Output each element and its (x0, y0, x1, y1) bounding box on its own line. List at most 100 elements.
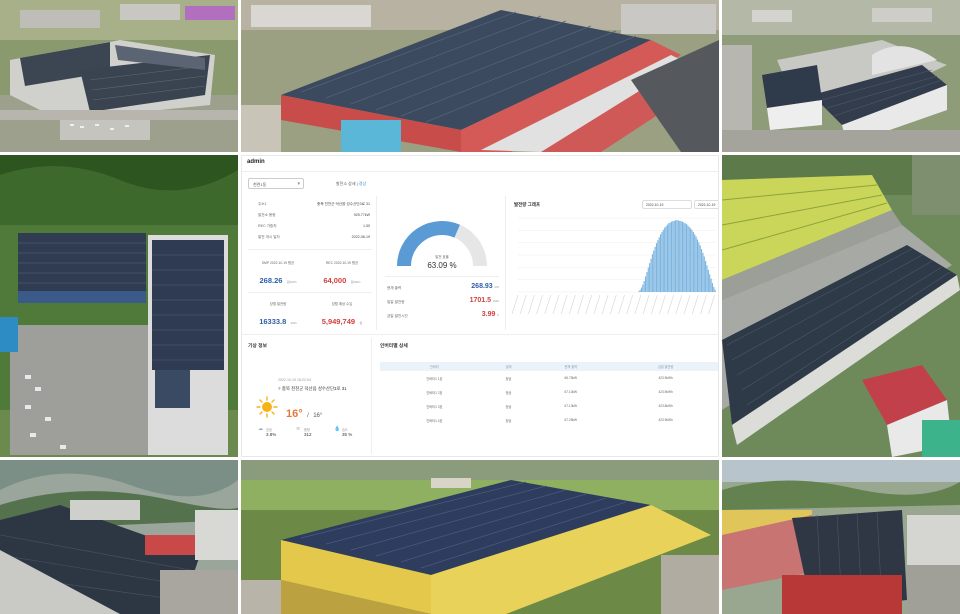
table-cell: 정상 (505, 418, 512, 423)
weather-stat-label: 흐림 (266, 428, 272, 432)
table-cell: 67.13kW (564, 404, 578, 408)
chart-tick (700, 294, 707, 315)
chart-bar (714, 289, 716, 292)
column-header: 금일 발전량 (613, 362, 718, 371)
monthly-revenue-label: 당월 예상 수입 (331, 302, 353, 306)
graph-date-to[interactable]: 2022-10-19 (694, 200, 718, 209)
weather-card: 기상 정보 2022.10.19 16:22:04 ⌾ 충북 천천군 덕산읍 성… (248, 338, 372, 454)
photo-large-factory-solar (722, 155, 960, 457)
chart-bar (698, 242, 700, 292)
chart-tick (536, 294, 543, 315)
chart-bar (655, 243, 658, 292)
filter-tabs[interactable]: 발전소 상세 | 경상 (336, 181, 366, 187)
chart-bar (699, 245, 701, 292)
chart-bar (649, 263, 651, 292)
chart-bar (640, 287, 643, 292)
weather-stat: 💧 습도 35 % (334, 426, 370, 446)
smp-unit: 원/kWh (286, 280, 297, 284)
chart-tick (683, 294, 691, 315)
table-row[interactable]: 인버터1 3호 정상 67.13kW 423.8kWh (380, 399, 718, 413)
smp-value: 268.26 (259, 276, 283, 285)
chart-bar (703, 256, 705, 292)
graph-date-from[interactable]: 2022-10-19 (642, 200, 692, 209)
daily-generation-label: 일일 발전량 (387, 300, 405, 304)
graph-title: 발전량 그래프 (514, 202, 541, 207)
chart-bar (653, 250, 655, 292)
table-cell: 423.9kWh (658, 418, 673, 422)
table-cell: 423.9kWh (658, 376, 673, 380)
chart-bar (658, 237, 660, 292)
photo-red-roof-campus-solar (722, 460, 960, 614)
chart-bar (711, 283, 714, 292)
chart-bar (665, 226, 667, 292)
chart-bar (680, 220, 682, 292)
monthly-generation-value: 16333.8 (259, 317, 287, 326)
filter-tab-active[interactable]: 경상 (358, 181, 367, 186)
chart-bar (696, 239, 698, 292)
chart-bar (670, 221, 673, 292)
monthly-generation-unit: kWh (290, 321, 297, 325)
dashboard-user: admin (242, 156, 718, 172)
column-header: 상태 (488, 362, 529, 371)
drop-icon: 💧 (334, 426, 341, 432)
chart-bar (664, 227, 666, 292)
chart-bar (651, 254, 653, 292)
photo-long-factory-hills (0, 460, 238, 614)
chart-bar (691, 229, 693, 292)
table-cell: 423.8kWh (658, 404, 673, 408)
plant-info-title: 주소1 (258, 202, 267, 206)
plant-info-address: 충북 천천군 덕산읍 성수산단3로 31 (317, 202, 370, 206)
chart-bar (642, 284, 644, 292)
table-cell: 66.75kW (564, 376, 578, 380)
column-header: 인버터 (380, 362, 489, 371)
rec-label: REC 2022.10.19 평균 (325, 261, 359, 265)
table-cell: 정상 (505, 376, 512, 381)
chart-tick (528, 294, 535, 315)
generation-bar-chart (512, 217, 716, 315)
chart-bar (668, 223, 670, 292)
chart-bar (650, 258, 652, 292)
chart-bar (644, 276, 647, 292)
plant-info-key: 발전소 용량 (258, 213, 276, 217)
plant-info-value: 1.50 (363, 224, 370, 228)
chart-tick (618, 294, 625, 315)
monthly-generation-label: 당월 발전량 (269, 302, 287, 306)
weather-stat: ☁ 흐림 3.8% (258, 426, 294, 446)
chart-tick (634, 294, 642, 315)
chart-tick (519, 294, 527, 315)
chart-bar (677, 220, 679, 292)
table-cell: 67.25kW (564, 418, 578, 422)
current-output-value: 268.93 (471, 283, 493, 290)
photo-red-roof-factory-solar (241, 0, 719, 152)
price-card-smp: SMP 2022.10.19 평균 268.26 원/kWh (248, 256, 308, 286)
chart-tick (610, 294, 617, 315)
table-row[interactable]: 인버터1 2호 정상 67.10kW 423.9kWh (380, 385, 718, 399)
chart-bar (638, 291, 640, 292)
chart-bar (707, 269, 709, 292)
chart-tick (585, 294, 593, 315)
weather-timestamp: 2022.10.19 16:22:04 (278, 378, 311, 382)
wind-icon: ≋ (296, 426, 301, 432)
chart-tick (708, 294, 715, 315)
chart-bar (647, 267, 649, 292)
chart-bar (657, 240, 659, 292)
weather-stat-value: 312 (304, 432, 312, 437)
plant-info-key: REC 가중치 (258, 224, 277, 228)
filter-bar: 천련1동 발전소 상세 | 경상 (248, 178, 714, 190)
chart-bar (706, 265, 708, 292)
chart-bar (654, 246, 656, 292)
plant-select[interactable]: 천련1동 (248, 178, 304, 189)
chart-bar (660, 234, 662, 292)
table-cell: 인버터1 2호 (426, 390, 443, 395)
temperature-separator: / (307, 413, 309, 419)
chart-bar (685, 223, 688, 292)
weather-stat: ≋ 풍향 312 (296, 426, 332, 446)
photo-hillside-factory-solar (0, 155, 238, 457)
photo-white-factory-solar (722, 0, 960, 152)
plant-info-value: 2022-08-19 (351, 235, 370, 239)
weather-location-text: 충북 천천군 덕산읍 성수산단3로 31 (281, 386, 347, 391)
table-row[interactable]: 인버터1 1호 정상 66.75kW 423.9kWh (380, 371, 718, 385)
chart-bar (695, 236, 697, 292)
table-row[interactable]: 인버터1 4호 정상 67.25kW 423.9kWh (380, 413, 718, 427)
rec-unit: 원/REC (350, 280, 361, 284)
